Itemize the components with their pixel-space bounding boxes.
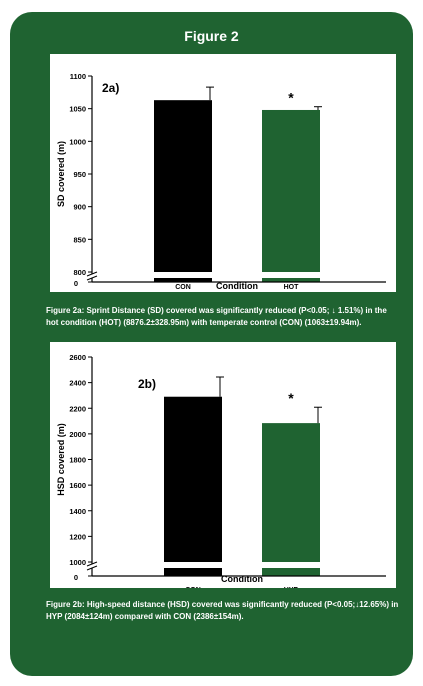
significance-marker: * bbox=[288, 390, 294, 406]
y-tick-label: 900 bbox=[73, 203, 86, 212]
y-tick-label: 1000 bbox=[69, 558, 86, 567]
category-label: HYP bbox=[284, 587, 299, 588]
caption-2b: Figure 2b: High-speed distance (HSD) cov… bbox=[46, 600, 399, 621]
bar-con bbox=[164, 396, 222, 562]
axis-break-mark bbox=[86, 271, 98, 277]
y-axis-label: SD covered (m) bbox=[56, 141, 66, 207]
bar-con bbox=[154, 100, 212, 272]
axis-break-mark bbox=[86, 275, 98, 281]
y-tick-label: 2400 bbox=[69, 379, 86, 388]
y-tick-label: 1100 bbox=[70, 72, 86, 81]
chart-panel-2a: 2a) CON * HOT 800 850 900 950 1000 1050 1100 0 SD co… bbox=[50, 54, 396, 292]
y-tick-label: 1800 bbox=[69, 456, 86, 465]
y-tick-label: 850 bbox=[73, 235, 86, 244]
bar-hyp bbox=[262, 423, 320, 562]
axis-break-mark bbox=[86, 561, 98, 567]
y-tick-label: 950 bbox=[73, 170, 86, 179]
x-axis-label: Condition bbox=[216, 281, 258, 291]
y-tick-label: 1050 bbox=[69, 105, 86, 114]
bar-stub-hot bbox=[262, 278, 320, 282]
y-axis-label: HSD covered (m) bbox=[56, 423, 66, 496]
bar-stub-hyp bbox=[262, 568, 320, 576]
y-tick-label: 800 bbox=[73, 268, 86, 277]
figure-title: Figure 2 bbox=[184, 28, 239, 44]
y-tick-label-zero: 0 bbox=[74, 573, 78, 582]
y-tick-label: 1600 bbox=[69, 481, 86, 490]
y-tick-label-zero: 0 bbox=[74, 279, 78, 288]
axis-break-mark bbox=[86, 565, 98, 571]
significance-marker: * bbox=[288, 90, 294, 106]
category-label: CON bbox=[175, 284, 191, 291]
y-tick-label: 2600 bbox=[69, 353, 86, 362]
chart-panel-2b: 2b) CON * HYP 1000 1200 1400 1600 1800 2000 2200 24… bbox=[50, 342, 396, 588]
caption-2a: Figure 2a: Sprint Distance (SD) covered … bbox=[46, 306, 387, 327]
bar-stub-con bbox=[164, 568, 222, 576]
category-label: HOT bbox=[284, 284, 300, 291]
panel-label: 2a) bbox=[102, 81, 119, 95]
bar-hot bbox=[262, 109, 320, 272]
bar-stub-con bbox=[154, 278, 212, 282]
y-tick-label: 1000 bbox=[69, 137, 86, 146]
y-tick-label: 1200 bbox=[69, 532, 86, 541]
figure-card: Figure 2 2a) CON * HOT 800 850 900 950 1000 1050 1… bbox=[10, 12, 413, 676]
y-tick-label: 2000 bbox=[69, 430, 86, 439]
x-axis-label: Condition bbox=[221, 574, 263, 584]
y-tick-label: 2200 bbox=[69, 404, 86, 413]
panel-label: 2b) bbox=[138, 377, 156, 391]
category-label: CON bbox=[185, 587, 201, 588]
y-tick-label: 1400 bbox=[69, 507, 86, 516]
high-speed-distance-chart: 2b) CON * HYP 1000 1200 1400 1600 1800 2000 2200 24… bbox=[56, 353, 386, 588]
sprint-distance-chart: 2a) CON * HOT 800 850 900 950 1000 1050 1100 0 SD co… bbox=[56, 72, 386, 291]
